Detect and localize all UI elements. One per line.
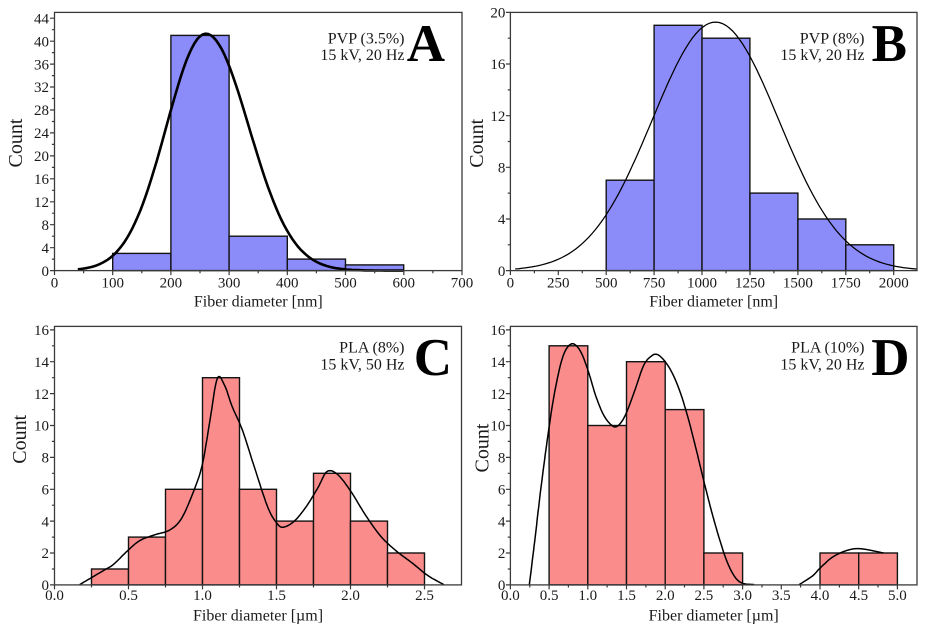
svg-text:2: 2 <box>498 546 506 562</box>
svg-text:4.0: 4.0 <box>811 588 830 604</box>
svg-text:250: 250 <box>547 276 570 292</box>
svg-text:0: 0 <box>42 578 50 594</box>
svg-text:8: 8 <box>498 451 506 467</box>
svg-text:1.5: 1.5 <box>617 588 636 604</box>
svg-text:1750: 1750 <box>831 276 861 292</box>
svg-text:2.5: 2.5 <box>695 588 714 604</box>
svg-text:14: 14 <box>490 355 506 371</box>
svg-text:100: 100 <box>101 276 124 292</box>
svg-text:2000: 2000 <box>879 276 909 292</box>
svg-text:20: 20 <box>490 6 505 22</box>
svg-text:0: 0 <box>498 578 506 594</box>
svg-text:8: 8 <box>42 218 50 234</box>
svg-text:1.0: 1.0 <box>193 588 212 604</box>
svg-text:24: 24 <box>34 126 50 142</box>
svg-text:15 kV, 20 Hz: 15 kV, 20 Hz <box>780 356 864 373</box>
svg-text:4: 4 <box>498 212 506 228</box>
svg-text:0.0: 0.0 <box>501 588 520 604</box>
svg-text:1.5: 1.5 <box>267 588 286 604</box>
svg-text:28: 28 <box>34 103 49 119</box>
svg-text:400: 400 <box>276 276 299 292</box>
svg-text:Count: Count <box>5 118 27 167</box>
svg-text:PLA (8%): PLA (8%) <box>339 340 404 357</box>
svg-text:6: 6 <box>42 483 50 499</box>
svg-text:10: 10 <box>490 419 505 435</box>
svg-text:700: 700 <box>451 276 474 292</box>
svg-text:4: 4 <box>42 514 50 530</box>
svg-text:12: 12 <box>490 109 505 125</box>
svg-text:14: 14 <box>34 355 50 371</box>
svg-text:B: B <box>872 15 907 73</box>
svg-text:4: 4 <box>42 241 50 257</box>
svg-text:500: 500 <box>595 276 618 292</box>
svg-text:3.5: 3.5 <box>772 588 791 604</box>
svg-text:Count: Count <box>472 423 494 472</box>
svg-text:2.0: 2.0 <box>656 588 675 604</box>
svg-text:8: 8 <box>498 161 506 177</box>
svg-text:PLA (10%): PLA (10%) <box>791 340 864 357</box>
svg-text:A: A <box>407 15 445 73</box>
svg-text:8: 8 <box>42 451 50 467</box>
svg-text:12: 12 <box>34 195 49 211</box>
svg-text:16: 16 <box>490 57 506 73</box>
svg-text:C: C <box>414 329 452 387</box>
svg-text:32: 32 <box>34 80 49 96</box>
svg-text:0: 0 <box>507 276 515 292</box>
svg-text:Count: Count <box>9 414 31 463</box>
svg-text:44: 44 <box>34 11 50 27</box>
svg-text:PVP (8%): PVP (8%) <box>800 30 865 47</box>
svg-text:0.5: 0.5 <box>540 588 559 604</box>
svg-text:D: D <box>871 329 909 387</box>
svg-text:1000: 1000 <box>687 276 717 292</box>
svg-text:16: 16 <box>34 172 50 188</box>
svg-text:300: 300 <box>218 276 241 292</box>
svg-text:Fiber diameter [nm]: Fiber diameter [nm] <box>649 293 778 310</box>
svg-text:4.5: 4.5 <box>849 588 868 604</box>
svg-text:0: 0 <box>51 276 59 292</box>
svg-text:750: 750 <box>643 276 666 292</box>
svg-text:500: 500 <box>334 276 357 292</box>
svg-text:16: 16 <box>34 323 50 339</box>
svg-text:20: 20 <box>34 149 49 165</box>
svg-text:40: 40 <box>34 34 49 50</box>
svg-text:5.0: 5.0 <box>888 588 907 604</box>
svg-text:1250: 1250 <box>735 276 765 292</box>
svg-text:0.0: 0.0 <box>45 588 64 604</box>
svg-text:1500: 1500 <box>783 276 813 292</box>
svg-text:12: 12 <box>34 387 49 403</box>
svg-text:2: 2 <box>42 546 50 562</box>
svg-text:Fiber diameter [µm]: Fiber diameter [µm] <box>193 607 323 624</box>
svg-text:600: 600 <box>393 276 416 292</box>
svg-text:1.0: 1.0 <box>578 588 597 604</box>
svg-text:10: 10 <box>34 419 49 435</box>
svg-text:3.0: 3.0 <box>733 588 752 604</box>
svg-text:16: 16 <box>490 323 506 339</box>
svg-text:Fiber diameter [nm]: Fiber diameter [nm] <box>194 293 323 310</box>
svg-text:2.5: 2.5 <box>415 588 434 604</box>
svg-text:0.5: 0.5 <box>119 588 138 604</box>
svg-text:0: 0 <box>498 264 506 280</box>
svg-text:Count: Count <box>466 118 488 167</box>
svg-text:PVP (3.5%): PVP (3.5%) <box>328 30 405 47</box>
svg-text:6: 6 <box>498 483 506 499</box>
svg-text:15 kV, 50 Hz: 15 kV, 50 Hz <box>320 356 404 373</box>
svg-text:200: 200 <box>160 276 183 292</box>
svg-text:15 kV, 20 Hz: 15 kV, 20 Hz <box>780 47 864 64</box>
svg-text:4: 4 <box>498 514 506 530</box>
svg-text:0: 0 <box>42 264 50 280</box>
svg-text:Fiber diameter [µm]: Fiber diameter [µm] <box>649 607 779 624</box>
svg-text:2.0: 2.0 <box>341 588 360 604</box>
svg-text:36: 36 <box>34 57 50 73</box>
svg-text:15 kV, 20 Hz: 15 kV, 20 Hz <box>320 47 404 64</box>
svg-text:12: 12 <box>490 387 505 403</box>
